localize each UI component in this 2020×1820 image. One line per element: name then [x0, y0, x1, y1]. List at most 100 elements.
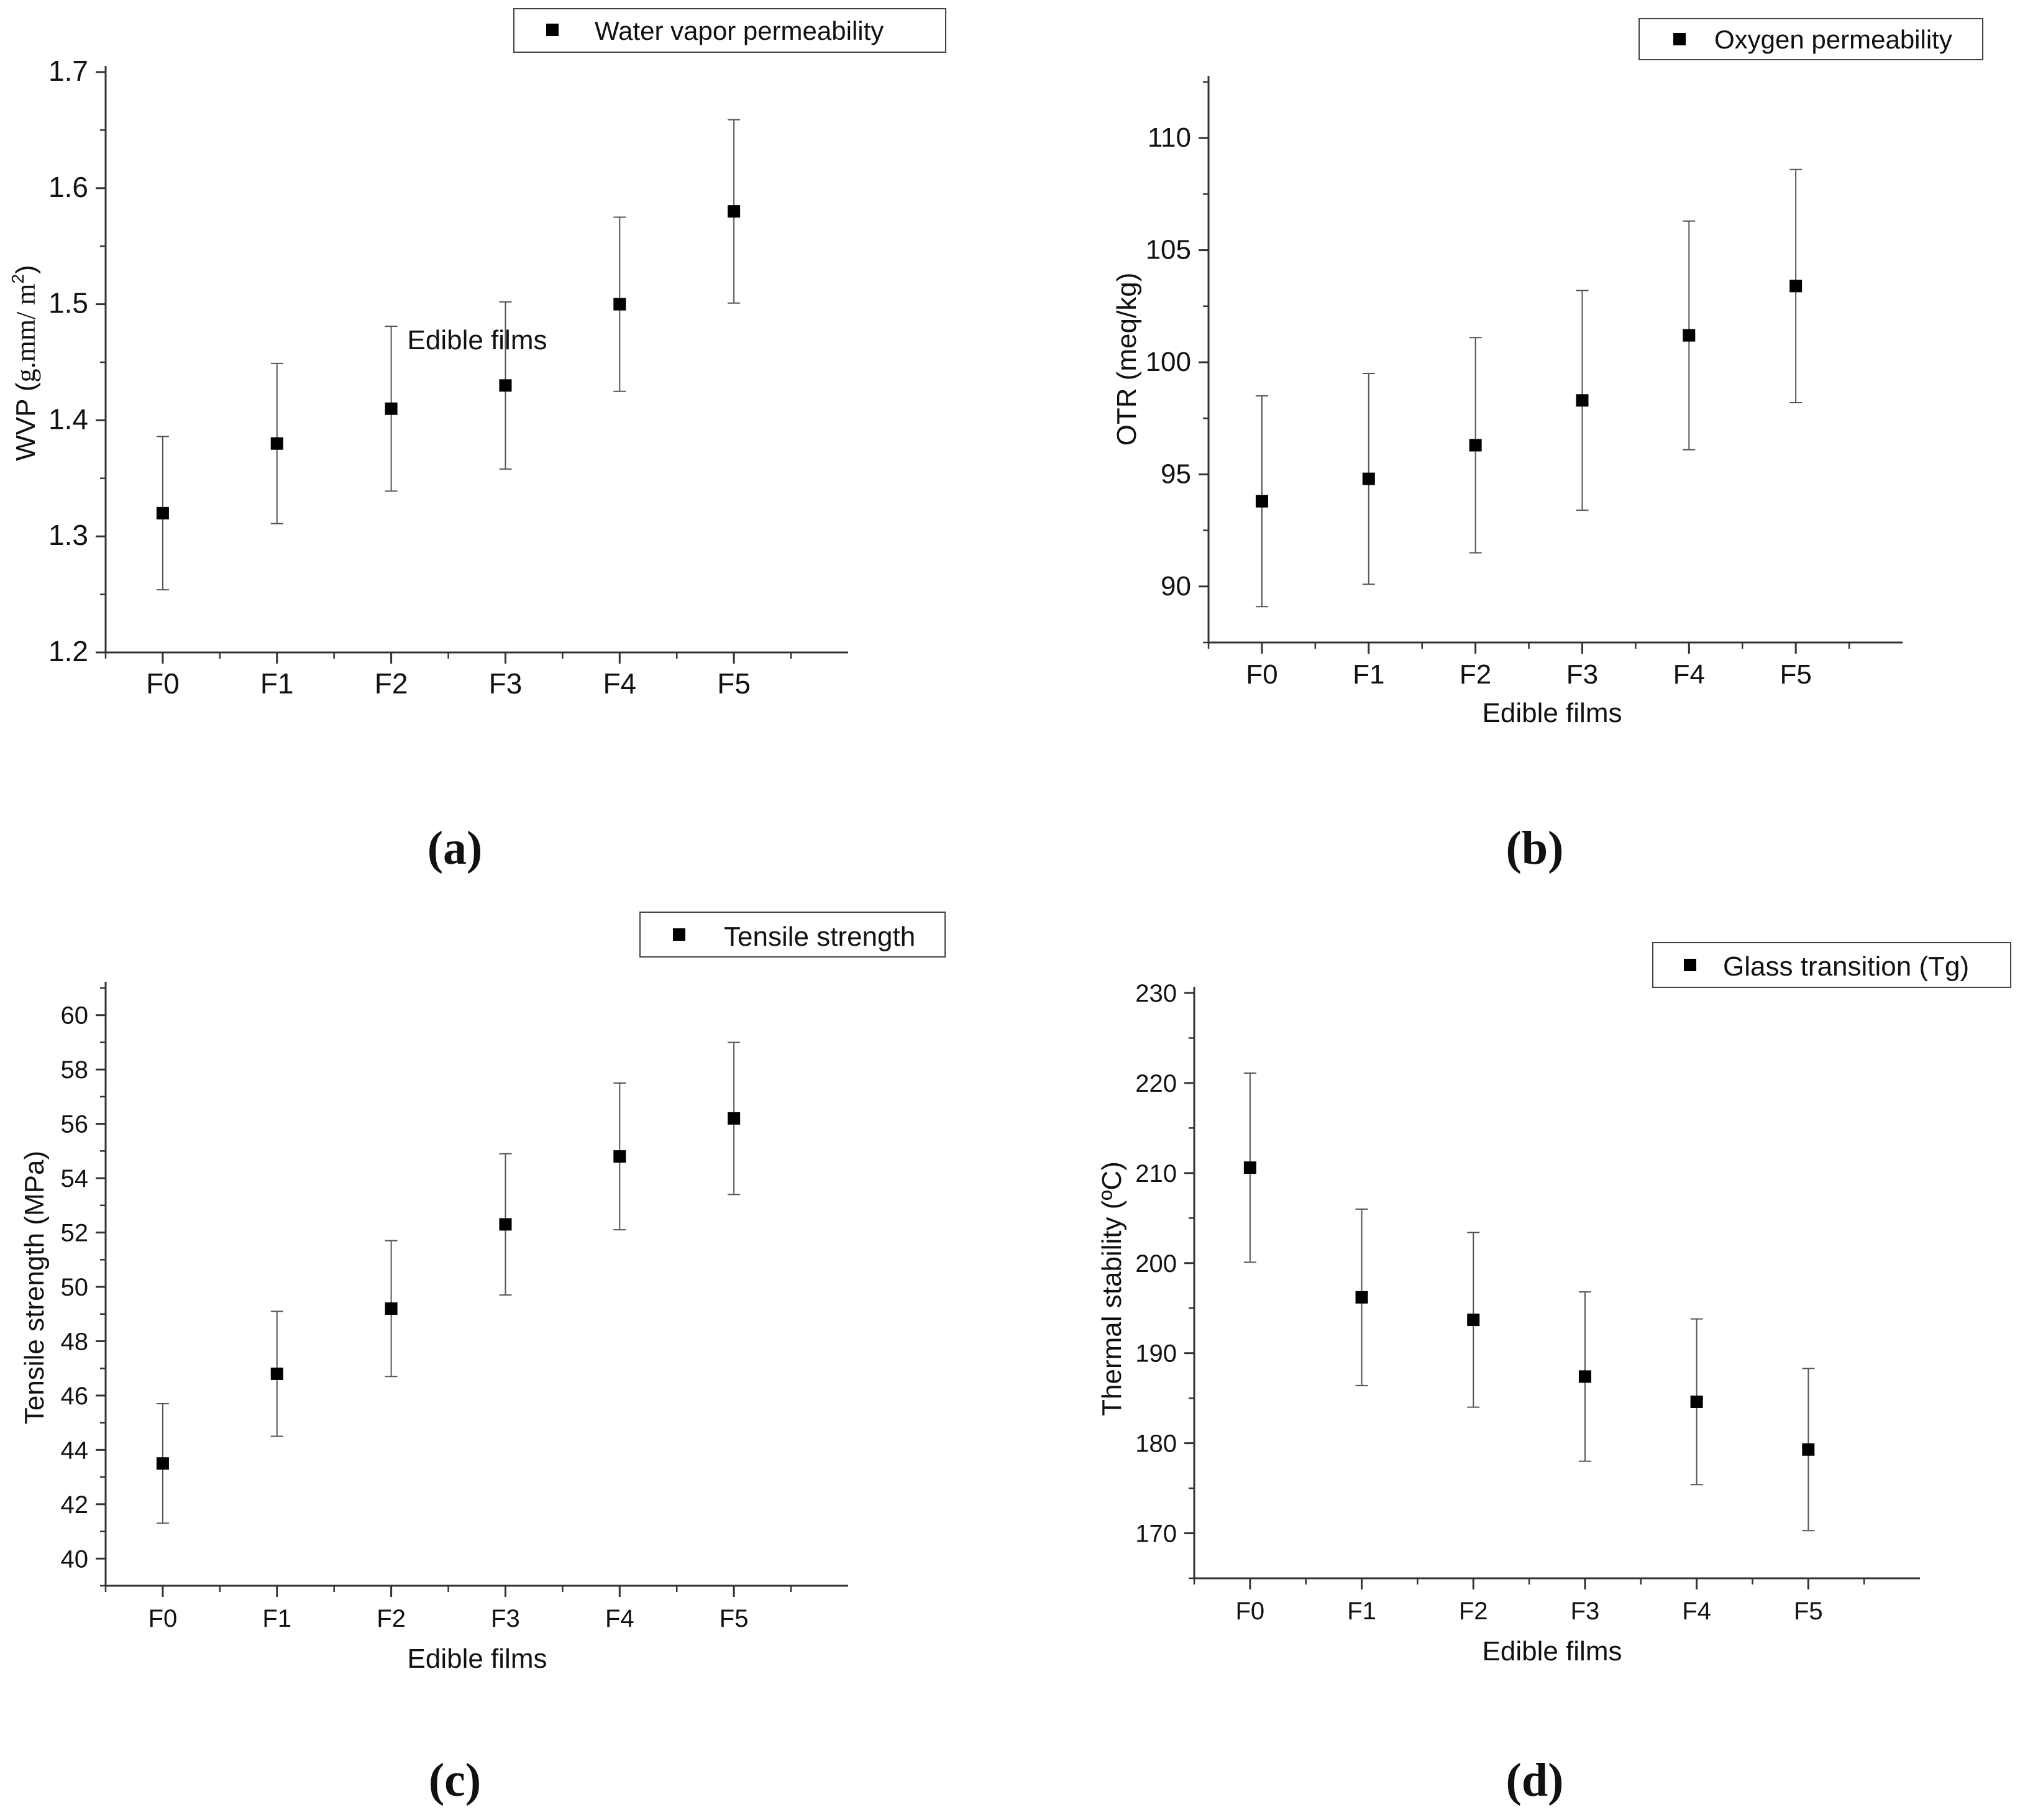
- x-tick-label: F3: [489, 667, 523, 700]
- panel-d: 170 180 190 200 210 220 230 F0 F1 F2 F3 F4 F5 Glass …: [1097, 942, 2011, 1806]
- y-tick-label: 170: [1135, 1520, 1177, 1548]
- x-tick-label: F5: [1794, 1598, 1823, 1625]
- x-tick-label: F4: [605, 1605, 634, 1632]
- x-tick-label: F0: [1246, 659, 1277, 690]
- panel-label-c: (c): [429, 1754, 481, 1806]
- y-axis-label: Tensile strength (MPa): [19, 1151, 50, 1424]
- legend-marker: [1684, 959, 1696, 971]
- x-tick-label: F1: [1347, 1598, 1376, 1625]
- y-tick-label: 190: [1135, 1340, 1177, 1368]
- x-axis-label: Edible films: [408, 1644, 547, 1674]
- data-point-marker: [1362, 472, 1375, 485]
- x-tick-label: F2: [1460, 659, 1491, 690]
- x-tick-label: F3: [491, 1605, 520, 1632]
- y-tick-label: 1.6: [48, 171, 88, 203]
- data-point-marker: [1683, 329, 1696, 342]
- y-tick-label: 48: [61, 1328, 89, 1355]
- chart-c-legend: Tensile strength: [639, 912, 946, 958]
- y-tick-label: 44: [61, 1437, 89, 1464]
- x-tick-label: F0: [149, 1605, 178, 1632]
- data-point-marker: [156, 1457, 169, 1470]
- legend-box: [639, 912, 946, 958]
- y-axis-label: WVP (g.mm/ m2): [8, 265, 41, 460]
- y-tick-label: 100: [1146, 347, 1191, 377]
- y-tick-label: 50: [61, 1274, 89, 1301]
- x-tick-label: F1: [262, 1605, 291, 1632]
- data-point-marker: [270, 1367, 283, 1380]
- y-axis-label-close: ): [11, 265, 41, 274]
- panel-c: 40 42 44 46 48 50 52 54 56 58 60 F0 F1 F2 F3 F4 F5 Tensi…: [19, 912, 946, 1806]
- chart-a-legend: Water vapor permeability: [513, 8, 946, 53]
- y-axis-label-units: g.mm/ m: [11, 284, 41, 383]
- legend-marker: [673, 928, 685, 941]
- x-tick-label: F5: [1780, 659, 1811, 690]
- y-tick-label: 56: [61, 1111, 89, 1138]
- data-point-marker: [1578, 1370, 1591, 1383]
- y-tick-label: 1.7: [48, 55, 88, 87]
- data-point-marker: [1469, 439, 1482, 452]
- legend-label: Glass transition (Tg): [1723, 951, 1969, 982]
- data-point-marker: [613, 298, 626, 311]
- legend-label: Oxygen permeability: [1714, 25, 1952, 54]
- x-axis-label: Edible films: [1483, 1636, 1622, 1667]
- data-point-marker: [728, 205, 741, 218]
- y-tick-label: 220: [1135, 1070, 1177, 1097]
- panel-b: 90 95 100 105 110 F0 F1 F2 F3 F4 F5 Oxygen permeab…: [1112, 18, 1983, 874]
- x-tick-label: F5: [717, 667, 751, 700]
- data-point-marker: [1576, 394, 1589, 407]
- data-point-marker: [499, 1218, 512, 1231]
- data-point-marker: [1802, 1443, 1815, 1456]
- data-point-marker: [728, 1112, 741, 1125]
- y-tick-label: 210: [1135, 1160, 1177, 1187]
- data-point-marker: [1467, 1314, 1480, 1327]
- y-tick-label: 1.4: [48, 403, 88, 435]
- legend-marker: [1673, 33, 1686, 45]
- x-tick-label: F5: [720, 1605, 749, 1632]
- legend-box: [1638, 18, 1983, 60]
- x-tick-label: F3: [1566, 659, 1598, 690]
- x-axis-label: Edible films: [1483, 698, 1622, 728]
- x-tick-label: F2: [1459, 1598, 1488, 1625]
- y-tick-label: 230: [1135, 980, 1177, 1007]
- chart-d-plot-area: 170 180 190 200 210 220 230 F0 F1 F2 F3 F4 F5: [1135, 980, 1920, 1625]
- data-point-marker: [1243, 1161, 1256, 1174]
- legend-label: Tensile strength: [724, 921, 915, 952]
- chart-d-legend: Glass transition (Tg): [1652, 942, 2011, 988]
- y-tick-label: 200: [1135, 1250, 1177, 1278]
- data-point-marker: [156, 506, 169, 519]
- data-point-marker: [385, 402, 398, 415]
- chart-c-plot-area: 40 42 44 46 48 50 52 54 56 58 60 F0 F1 F2 F3 F4 F5: [61, 982, 848, 1632]
- x-axis-label: Edible films: [408, 325, 547, 355]
- y-tick-label: 60: [61, 1002, 89, 1030]
- chart-a-plot-area: 1.2 1.3 1.4 1.5 1.6 1.7 F0 F1 F2 F3 F4 F5: [48, 55, 848, 700]
- x-tick-label: F2: [375, 667, 408, 700]
- y-axis-label: Thermal stability (ºC): [1097, 1161, 1127, 1416]
- data-point-marker: [1355, 1291, 1368, 1304]
- x-tick-label: F3: [1571, 1598, 1600, 1625]
- y-tick-label: 90: [1161, 571, 1191, 601]
- data-point-marker: [1255, 495, 1268, 508]
- x-tick-label: F2: [377, 1605, 406, 1632]
- data-point-marker: [270, 437, 283, 450]
- x-tick-label: F1: [1353, 659, 1384, 690]
- data-point-marker: [613, 1150, 626, 1163]
- x-tick-label: F4: [1673, 659, 1705, 690]
- y-tick-label: 52: [61, 1220, 89, 1247]
- chart-b-plot-area: 90 95 100 105 110 F0 F1 F2 F3 F4 F5: [1146, 76, 1903, 690]
- y-tick-label: 180: [1135, 1430, 1177, 1458]
- y-tick-label: 58: [61, 1056, 89, 1084]
- y-tick-label: 40: [61, 1545, 89, 1573]
- panel-label-a: (a): [427, 822, 483, 874]
- legend-box: [1652, 942, 2011, 988]
- y-axis-label-superscript: 2: [8, 274, 27, 284]
- panel-label-b: (b): [1506, 822, 1564, 874]
- data-point-marker: [1690, 1395, 1703, 1408]
- y-tick-label: 105: [1146, 235, 1191, 265]
- y-tick-label: 46: [61, 1383, 89, 1410]
- panel-a: 1.2 1.3 1.4 1.5 1.6 1.7 F0 F1 F2 F3 F4 F5 Water vap…: [8, 8, 946, 874]
- legend-box: [513, 8, 946, 53]
- legend-marker: [546, 24, 559, 36]
- x-tick-label: F4: [603, 667, 636, 700]
